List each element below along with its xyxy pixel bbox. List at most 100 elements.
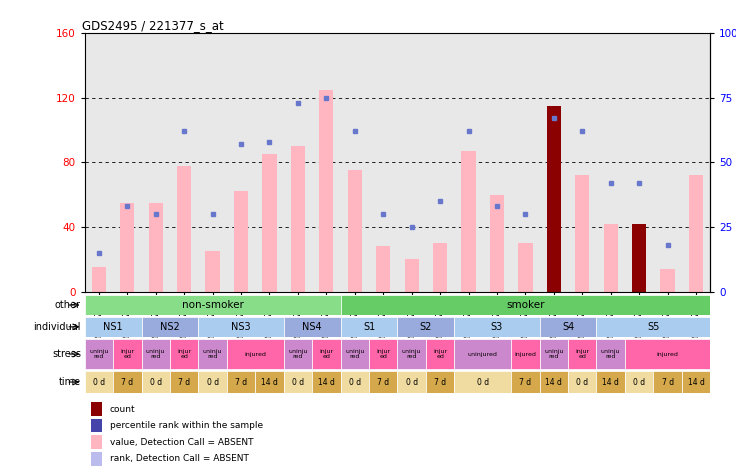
Bar bbox=[654, 371, 682, 393]
Bar bbox=[312, 371, 341, 393]
Bar bbox=[255, 371, 283, 393]
Bar bbox=[85, 371, 113, 393]
Bar bbox=[91, 452, 102, 465]
Text: uninju
red: uninju red bbox=[289, 349, 308, 359]
Text: count: count bbox=[110, 404, 135, 413]
Bar bbox=[283, 339, 312, 369]
Bar bbox=[85, 317, 141, 337]
Bar bbox=[262, 154, 277, 292]
Bar bbox=[283, 317, 341, 337]
Text: uninju
red: uninju red bbox=[89, 349, 109, 359]
Text: 7 d: 7 d bbox=[520, 378, 531, 386]
Text: uninju
red: uninju red bbox=[544, 349, 564, 359]
Bar bbox=[113, 371, 141, 393]
Text: 7 d: 7 d bbox=[662, 378, 673, 386]
Bar bbox=[539, 371, 568, 393]
Bar bbox=[283, 371, 312, 393]
Text: 7 d: 7 d bbox=[121, 378, 133, 386]
Bar bbox=[91, 419, 102, 432]
Bar bbox=[341, 339, 369, 369]
Text: injured: injured bbox=[514, 352, 537, 356]
Text: 0 d: 0 d bbox=[406, 378, 418, 386]
Bar bbox=[625, 371, 654, 393]
Text: uninju
red: uninju red bbox=[146, 349, 166, 359]
Text: smoker: smoker bbox=[506, 300, 545, 310]
Bar bbox=[91, 402, 102, 416]
Bar bbox=[512, 371, 539, 393]
Bar bbox=[405, 259, 419, 292]
Text: 7 d: 7 d bbox=[178, 378, 190, 386]
Text: non-smoker: non-smoker bbox=[182, 300, 244, 310]
Text: 0 d: 0 d bbox=[349, 378, 361, 386]
Bar bbox=[227, 371, 255, 393]
Bar bbox=[454, 371, 512, 393]
Text: 14 d: 14 d bbox=[602, 378, 619, 386]
Bar bbox=[376, 246, 390, 292]
Bar bbox=[177, 165, 191, 292]
Text: value, Detection Call = ABSENT: value, Detection Call = ABSENT bbox=[110, 438, 253, 447]
Text: injur
ed: injur ed bbox=[376, 349, 390, 359]
Text: 0 d: 0 d bbox=[149, 378, 162, 386]
Text: injur
ed: injur ed bbox=[433, 349, 447, 359]
Bar bbox=[341, 371, 369, 393]
Text: uninju
red: uninju red bbox=[203, 349, 222, 359]
Bar bbox=[369, 339, 397, 369]
Bar bbox=[85, 295, 341, 315]
Text: uninju
red: uninju red bbox=[345, 349, 364, 359]
Bar bbox=[141, 371, 170, 393]
Text: 7 d: 7 d bbox=[235, 378, 247, 386]
Bar bbox=[92, 267, 106, 292]
Bar bbox=[341, 317, 397, 337]
Text: 7 d: 7 d bbox=[434, 378, 446, 386]
Bar bbox=[170, 371, 199, 393]
Text: NS2: NS2 bbox=[160, 322, 180, 332]
Bar bbox=[291, 146, 305, 292]
Text: 14 d: 14 d bbox=[687, 378, 704, 386]
Bar bbox=[227, 339, 283, 369]
Bar bbox=[568, 371, 596, 393]
Bar bbox=[547, 106, 561, 292]
Text: uninju
red: uninju red bbox=[601, 349, 620, 359]
Bar bbox=[512, 339, 539, 369]
Bar bbox=[575, 175, 590, 292]
Text: 14 d: 14 d bbox=[318, 378, 335, 386]
Text: other: other bbox=[55, 300, 81, 310]
Bar bbox=[596, 317, 710, 337]
Bar bbox=[312, 339, 341, 369]
Bar bbox=[454, 317, 539, 337]
Text: 0 d: 0 d bbox=[207, 378, 219, 386]
Bar bbox=[85, 339, 113, 369]
Bar bbox=[369, 371, 397, 393]
Bar bbox=[141, 317, 199, 337]
Bar bbox=[518, 243, 533, 292]
Bar bbox=[120, 203, 135, 292]
Text: NS4: NS4 bbox=[302, 322, 322, 332]
Text: injur
ed: injur ed bbox=[576, 349, 590, 359]
Bar bbox=[397, 339, 426, 369]
Text: S2: S2 bbox=[420, 322, 432, 332]
Bar bbox=[397, 317, 454, 337]
Bar bbox=[91, 436, 102, 449]
Bar bbox=[234, 191, 248, 292]
Bar bbox=[539, 317, 596, 337]
Bar bbox=[632, 224, 646, 292]
Text: NS1: NS1 bbox=[103, 322, 123, 332]
Bar bbox=[682, 371, 710, 393]
Text: 0 d: 0 d bbox=[477, 378, 489, 386]
Bar bbox=[461, 151, 475, 292]
Text: 7 d: 7 d bbox=[377, 378, 389, 386]
Text: rank, Detection Call = ABSENT: rank, Detection Call = ABSENT bbox=[110, 455, 249, 464]
Text: S5: S5 bbox=[647, 322, 659, 332]
Bar bbox=[596, 371, 625, 393]
Bar bbox=[341, 295, 710, 315]
Bar bbox=[199, 317, 283, 337]
Text: injur
ed: injur ed bbox=[120, 349, 135, 359]
Text: GDS2495 / 221377_s_at: GDS2495 / 221377_s_at bbox=[82, 19, 223, 32]
Bar bbox=[604, 224, 618, 292]
Bar bbox=[568, 339, 596, 369]
Text: time: time bbox=[59, 377, 81, 387]
Text: 0 d: 0 d bbox=[633, 378, 645, 386]
Text: percentile rank within the sample: percentile rank within the sample bbox=[110, 421, 263, 429]
Bar bbox=[596, 339, 625, 369]
Text: 14 d: 14 d bbox=[261, 378, 278, 386]
